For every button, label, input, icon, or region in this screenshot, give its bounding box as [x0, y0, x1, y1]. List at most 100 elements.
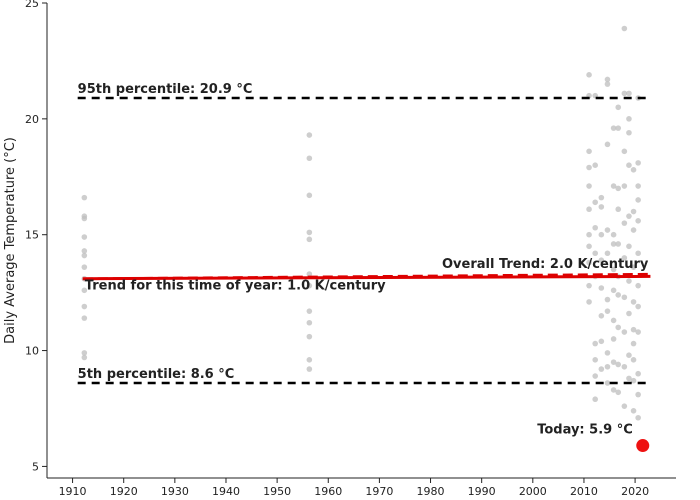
data-point — [635, 183, 641, 189]
data-point — [615, 389, 622, 396]
annotations: 95th percentile: 20.9 °C 5th percentile: … — [78, 82, 649, 438]
data-point — [306, 271, 313, 277]
data-point — [586, 299, 592, 305]
data-point — [604, 363, 611, 370]
y-tick-label: 20 — [25, 113, 39, 126]
data-point — [626, 116, 632, 122]
data-point — [626, 213, 632, 219]
data-point — [586, 206, 592, 213]
data-point — [630, 340, 637, 347]
data-point — [615, 125, 622, 131]
data-point — [610, 183, 617, 189]
data-point — [615, 324, 622, 331]
y-axis-title: Daily Average Temperature (°C) — [3, 137, 18, 344]
x-tick-label: 1980 — [417, 485, 445, 498]
data-point — [81, 194, 88, 201]
data-point — [598, 285, 605, 291]
x-tick-label: 2010 — [570, 485, 598, 498]
data-point — [586, 148, 592, 155]
data-point — [621, 183, 628, 189]
data-point — [626, 129, 632, 136]
data-point — [81, 248, 88, 254]
data-point — [610, 287, 617, 294]
data-point — [635, 282, 641, 289]
overall-trend-label: Overall Trend: 2.0 K/century — [442, 257, 649, 272]
data-point — [604, 380, 611, 386]
data-point — [615, 104, 622, 111]
data-point — [635, 303, 641, 310]
data-point — [635, 414, 641, 421]
data-point — [621, 363, 628, 370]
data-point — [621, 90, 628, 97]
data-point — [604, 227, 611, 233]
data-point — [306, 155, 313, 162]
data-point — [306, 192, 313, 199]
data-point — [626, 90, 632, 97]
data-point — [626, 278, 632, 284]
data-point — [610, 231, 617, 238]
x-tick-label: 2000 — [519, 485, 547, 498]
y-tick-label: 5 — [32, 460, 39, 473]
data-point — [604, 350, 611, 356]
data-point — [598, 338, 605, 345]
data-point — [592, 357, 599, 363]
data-point — [610, 317, 617, 324]
data-point — [592, 340, 599, 347]
data-point — [610, 387, 617, 393]
data-point — [615, 361, 622, 368]
data-point — [615, 241, 622, 247]
data-point — [615, 185, 622, 192]
percentile-5-label: 5th percentile: 8.6 °C — [78, 367, 235, 382]
data-point — [592, 396, 599, 403]
data-point — [586, 243, 592, 250]
data-point — [586, 282, 592, 289]
data-point — [626, 162, 632, 168]
data-point — [81, 234, 88, 240]
data-point — [306, 319, 313, 326]
data-point — [626, 352, 632, 358]
data-point — [586, 259, 592, 266]
data-point — [598, 194, 605, 201]
data-point — [592, 224, 599, 231]
y-tick-label: 15 — [25, 229, 39, 242]
data-point — [306, 229, 313, 236]
data-point — [598, 204, 605, 210]
data-point — [610, 266, 617, 273]
data-point — [586, 231, 592, 238]
data-point — [630, 299, 637, 305]
data-point — [604, 308, 611, 314]
data-point — [81, 215, 88, 222]
data-point — [586, 183, 592, 189]
data-point — [306, 282, 313, 289]
today-marker — [636, 439, 650, 453]
data-point — [598, 231, 605, 238]
data-point — [621, 329, 628, 335]
data-point — [621, 25, 628, 32]
data-point — [81, 303, 88, 310]
data-point — [630, 227, 637, 233]
data-point — [635, 370, 641, 377]
data-point — [635, 329, 641, 335]
today-label: Today: 5.9 °C — [537, 423, 633, 438]
data-point — [635, 250, 641, 257]
x-tick-label: 1930 — [161, 485, 189, 498]
data-point — [81, 350, 88, 356]
data-point — [306, 132, 313, 138]
data-point — [630, 408, 637, 414]
data-point — [306, 308, 313, 314]
data-point — [621, 148, 628, 155]
data-point — [604, 250, 611, 257]
data-point — [592, 199, 599, 206]
data-point — [586, 72, 592, 78]
data-point — [81, 287, 88, 294]
data-point — [626, 375, 632, 382]
data-point — [81, 252, 88, 259]
data-point — [598, 313, 605, 319]
reference-lines — [77, 96, 651, 453]
data-point — [635, 391, 641, 398]
data-point — [626, 243, 632, 250]
data-point — [81, 315, 88, 321]
data-point — [598, 366, 605, 372]
seasonal-trend-line — [82, 274, 651, 281]
axes: 1910 1920 1930 1940 1950 1960 1970 1980 1990 2000… — [25, 0, 676, 498]
